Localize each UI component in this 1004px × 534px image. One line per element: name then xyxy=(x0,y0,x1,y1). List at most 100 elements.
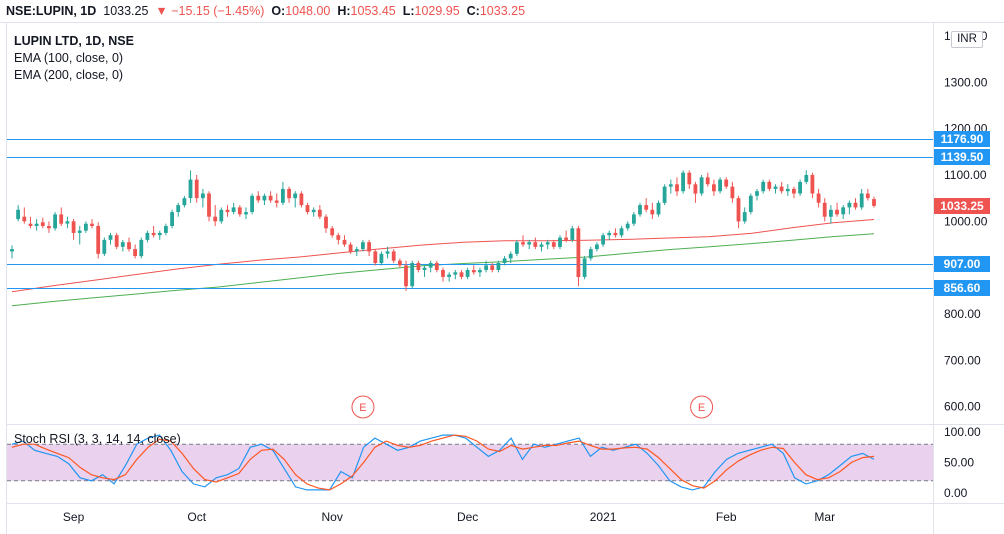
time-tick-label: Oct xyxy=(187,510,206,524)
last-price-text: 1033.25 xyxy=(940,199,984,213)
candle-body xyxy=(712,184,716,192)
candle-body xyxy=(459,272,464,277)
candle-body xyxy=(595,244,599,250)
candle-body xyxy=(792,188,796,194)
candle-body xyxy=(188,179,193,199)
candle-body xyxy=(779,186,784,192)
candle-body xyxy=(484,265,488,270)
high-label: H: xyxy=(337,4,351,18)
candle-body xyxy=(194,179,199,199)
level-price-text: 856.60 xyxy=(944,281,981,295)
candle-body xyxy=(324,216,328,229)
candle-body xyxy=(841,207,846,215)
candle-body xyxy=(582,258,587,277)
candle-body xyxy=(705,177,710,185)
candle-body xyxy=(644,205,649,210)
low-label: L: xyxy=(402,4,415,18)
price-axis[interactable]: 1400.001300.001200.001100.001000.00800.0… xyxy=(944,29,988,414)
price-labels: 1176.90 1139.50 907.00 856.60 1033.25 xyxy=(934,131,990,296)
time-tick-label: Feb xyxy=(716,510,737,524)
candle-body xyxy=(170,212,174,226)
candle-body xyxy=(16,209,20,220)
candle-body xyxy=(262,195,267,201)
level-price-tag xyxy=(934,280,990,296)
stoch-axis[interactable]: 100.00 50.00 0.00 xyxy=(944,425,981,500)
open-label: O: xyxy=(271,4,286,18)
candle-body xyxy=(336,235,341,240)
level-price-text: 907.00 xyxy=(944,257,981,271)
legend-ema200[interactable]: EMA (200, close, 0) xyxy=(14,68,124,82)
close-label: C: xyxy=(466,4,480,18)
candle-body xyxy=(65,221,70,224)
candle-body xyxy=(250,195,254,212)
candle-body xyxy=(237,207,242,215)
candle-body xyxy=(681,172,685,192)
candle-body xyxy=(40,222,45,226)
candle-body xyxy=(102,239,107,254)
candle-body xyxy=(699,177,704,194)
candle-body xyxy=(527,242,532,245)
candle-body xyxy=(607,232,612,236)
candle-body xyxy=(330,228,335,236)
candle-body xyxy=(508,253,513,259)
candle-body xyxy=(207,193,211,217)
header-change: ▼ −15.15 (−1.45%) xyxy=(155,4,265,18)
candle-body xyxy=(767,181,772,189)
candle-body xyxy=(829,209,833,217)
candle-body xyxy=(865,193,870,199)
time-axis[interactable]: Sep Oct Nov Dec 2021 Feb Mar xyxy=(63,510,835,524)
candle-body xyxy=(145,232,150,240)
candle-body xyxy=(305,205,310,212)
candle-body xyxy=(558,237,562,247)
candle-body xyxy=(361,242,365,250)
candle-body xyxy=(416,263,421,270)
candle-body xyxy=(428,263,433,268)
candle-body xyxy=(638,205,642,215)
candle-body xyxy=(410,263,415,287)
earnings-marker-circle xyxy=(351,395,375,419)
candle-body xyxy=(219,209,224,222)
currency-button[interactable]: INR xyxy=(951,31,983,48)
candle-body xyxy=(465,270,470,277)
earnings-marker-text: E xyxy=(359,402,366,414)
level-price-tag xyxy=(934,149,990,165)
horizontal-levels xyxy=(7,139,933,289)
price-tick-label: 1000.00 xyxy=(944,214,988,228)
candle-body xyxy=(539,244,544,247)
candle-body xyxy=(342,239,347,245)
candle-body xyxy=(693,184,698,194)
time-tick-label: Dec xyxy=(457,510,478,524)
candle-body xyxy=(471,270,476,273)
candle-body xyxy=(650,209,655,215)
candlesticks xyxy=(10,170,876,291)
header-symbol[interactable]: NSE:LUPIN, 1D 1033.25 ▼ −15.15 (−1.45%) … xyxy=(6,0,525,22)
candle-body xyxy=(810,175,815,194)
open-value: 1048.00 xyxy=(285,4,331,18)
high-value: 1053.45 xyxy=(350,4,396,18)
candle-body xyxy=(133,249,137,256)
candle-body xyxy=(675,184,679,192)
candle-body xyxy=(588,249,593,259)
candle-body xyxy=(244,212,248,215)
candle-body xyxy=(281,188,285,203)
legend-title[interactable]: LUPIN LTD, 1D, NSE xyxy=(14,34,134,48)
earnings-marker-circle xyxy=(690,395,714,419)
candle-body xyxy=(785,188,790,192)
candle-body xyxy=(545,242,550,245)
candle-body xyxy=(28,223,33,226)
candle-body xyxy=(613,232,618,236)
candle-body xyxy=(496,263,501,270)
legend-ema100[interactable]: EMA (100, close, 0) xyxy=(14,51,124,65)
candle-body xyxy=(730,186,735,199)
candle-body xyxy=(274,200,279,203)
candle-body xyxy=(96,226,101,254)
stoch-rsi-label[interactable]: Stoch RSI (3, 3, 14, 14, close) xyxy=(14,432,181,446)
candle-body xyxy=(687,172,692,185)
candle-body xyxy=(576,228,581,277)
time-tick-label: Sep xyxy=(63,510,85,524)
candle-body xyxy=(379,253,384,264)
candle-body xyxy=(570,228,575,240)
price-tick-label: 1100.00 xyxy=(944,168,987,182)
